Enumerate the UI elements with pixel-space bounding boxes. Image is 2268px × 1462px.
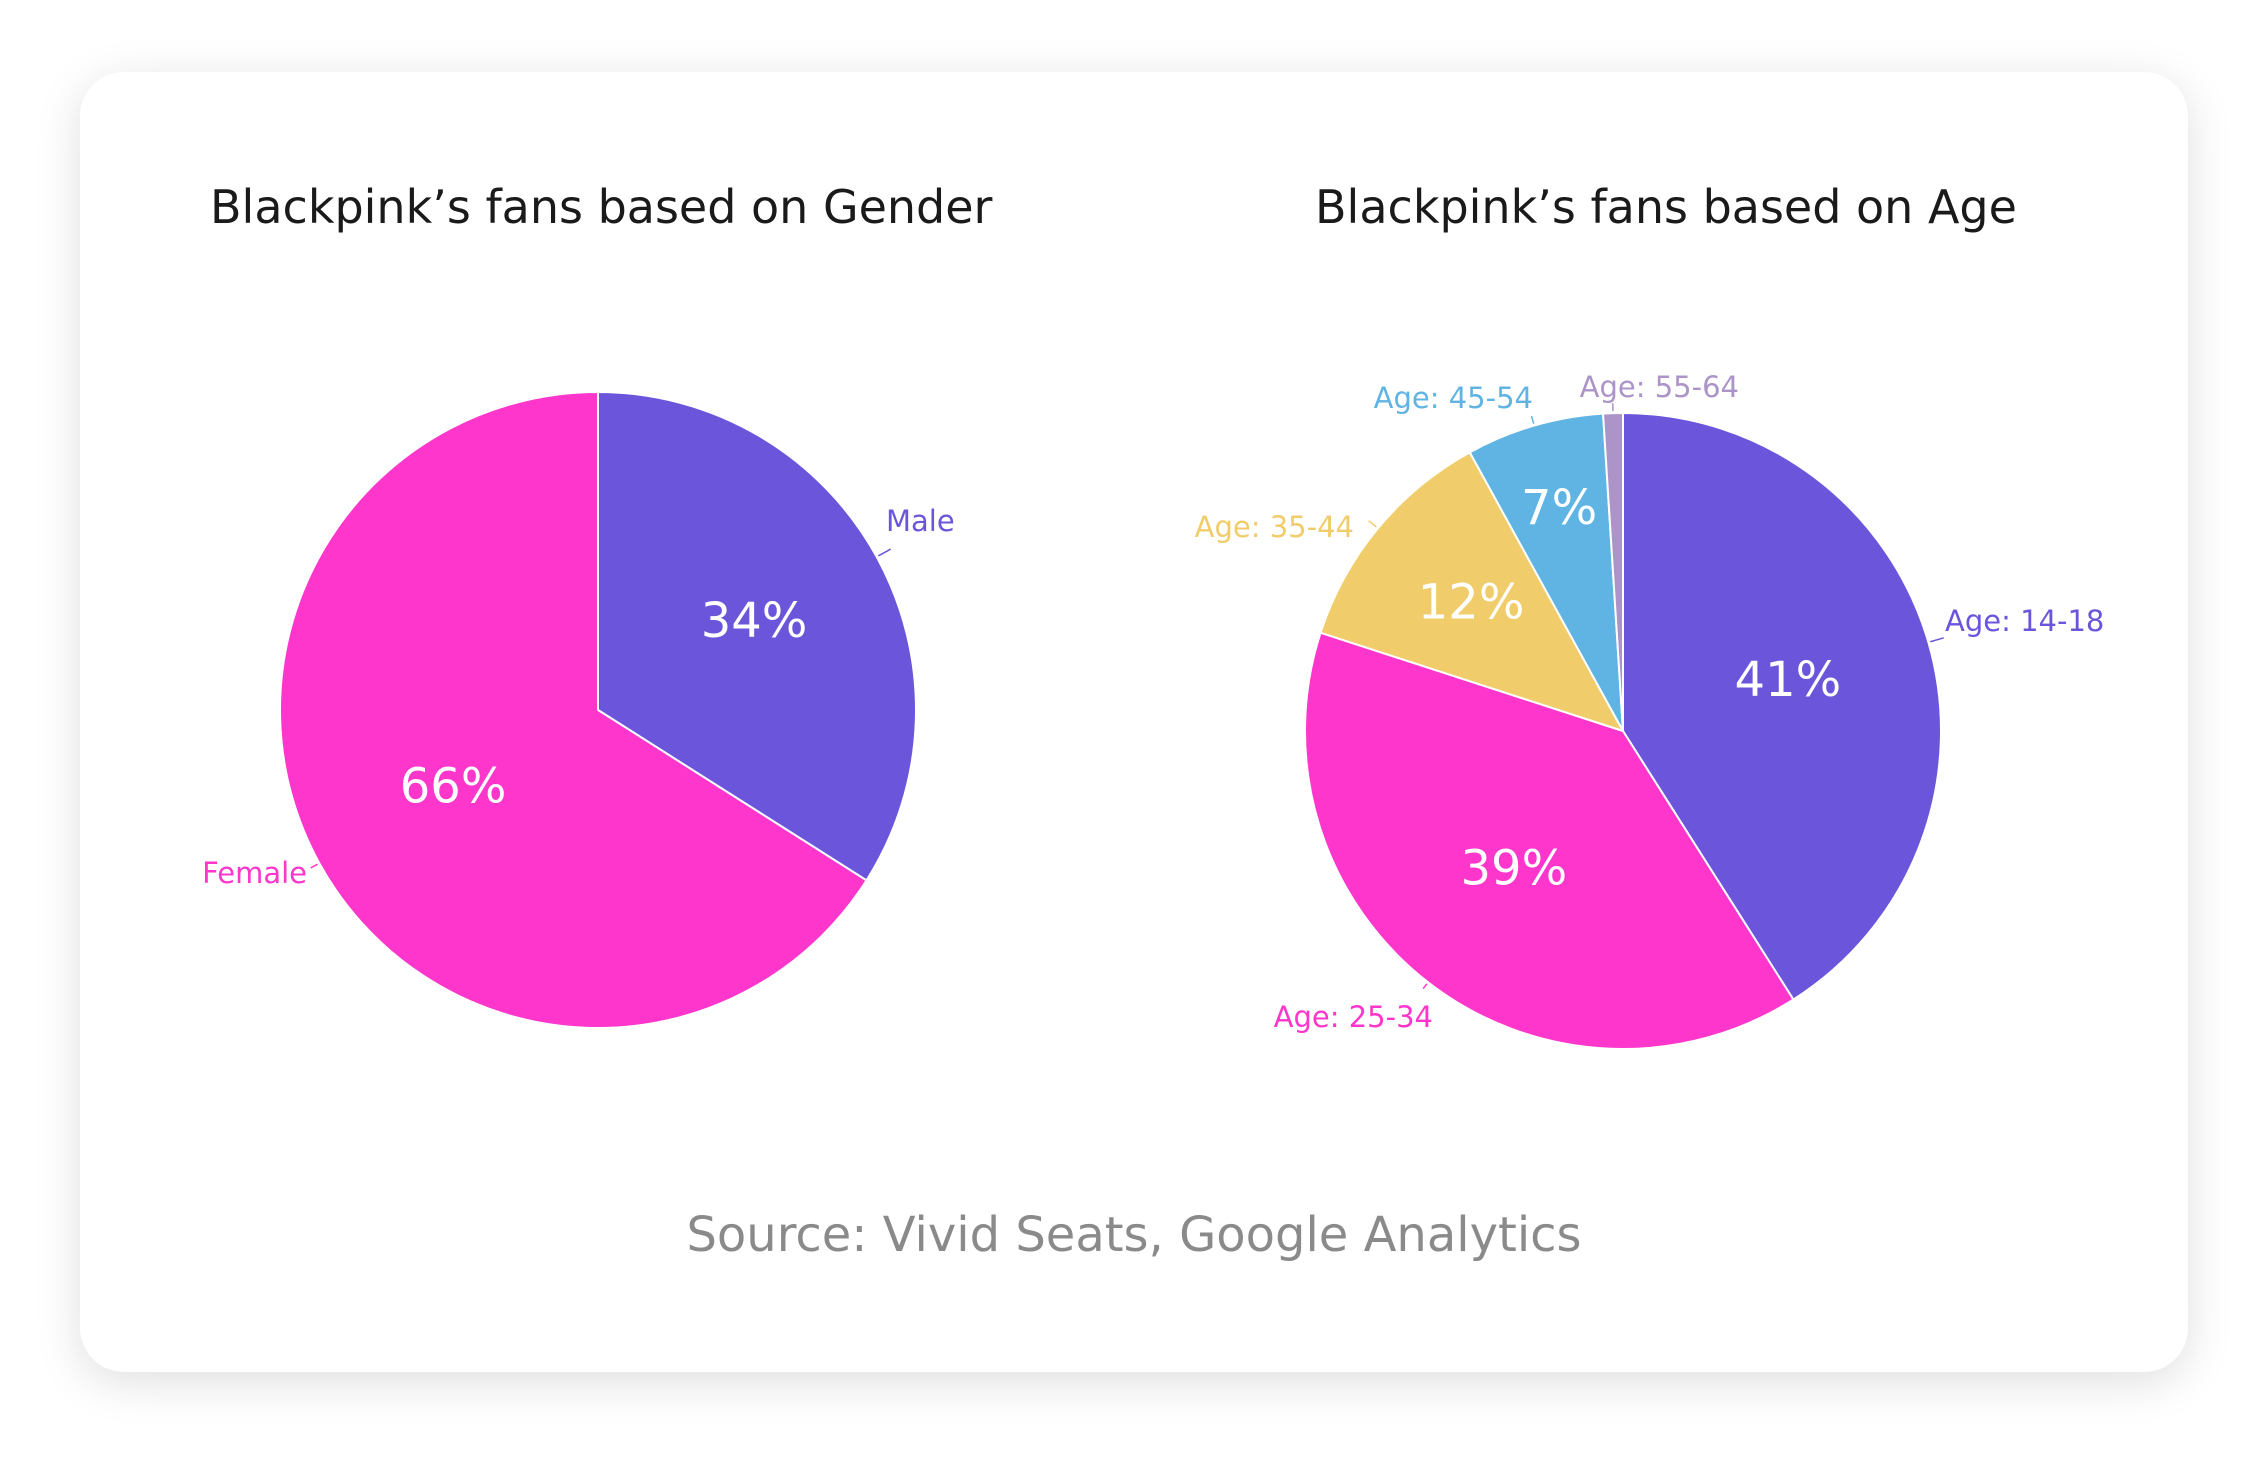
- slice-value-label-male: 34%: [701, 593, 808, 649]
- slice-value-label-female: 66%: [400, 759, 507, 815]
- category-label-age-14-18: Age: 14-18: [1945, 604, 2104, 638]
- category-label-age-45-54: Age: 45-54: [1374, 381, 1533, 415]
- category-label-female: Female: [202, 856, 307, 890]
- slice-value-label-age-14-18: 41%: [1735, 652, 1842, 708]
- source-note: Source: Vivid Seats, Google Analytics: [686, 1207, 1582, 1263]
- label-leader-age-45-54: [1530, 415, 1535, 424]
- gender-chart-title: Blackpink’s fans based on Gender: [210, 180, 993, 234]
- category-label-age-55-64: Age: 55-64: [1580, 370, 1739, 404]
- pie-slice-age-14-18: [1622, 411, 1942, 1001]
- category-label-age-35-44: Age: 35-44: [1195, 510, 1354, 544]
- slice-value-label-age-45-54: 7%: [1521, 480, 1597, 536]
- pie-slice-female: [279, 390, 868, 1029]
- category-label-age-25-34: Age: 25-34: [1274, 1000, 1433, 1034]
- label-leader-age-25-34: [1422, 983, 1428, 990]
- label-leader-male: [878, 548, 892, 557]
- label-leader-age-35-44: [1368, 520, 1377, 528]
- age-chart-title: Blackpink’s fans based on Age: [1315, 180, 2017, 234]
- pie-slice-age-35-44: [1319, 450, 1626, 733]
- pie-slice-age-55-64: [1601, 411, 1624, 732]
- pie-slice-male: [597, 390, 917, 882]
- slice-value-label-age-25-34: 39%: [1461, 841, 1568, 897]
- slice-value-label-age-35-44: 12%: [1418, 574, 1525, 630]
- pie-slice-age-25-34: [1304, 631, 1795, 1050]
- category-label-male: Male: [886, 504, 955, 538]
- label-leader-female: [310, 863, 318, 869]
- label-leader-age-14-18: [1930, 637, 1944, 643]
- pie-slice-age-45-54: [1468, 412, 1624, 732]
